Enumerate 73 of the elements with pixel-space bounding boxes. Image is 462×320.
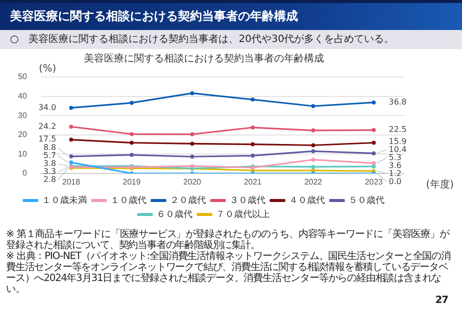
data-label: 8.8 [43,143,56,152]
point [372,164,376,168]
data-label: 22.5 [388,125,407,134]
point [311,149,316,154]
data-label: 34.0 [38,102,56,112]
text: ※ 出典：PIO-NET（パイオネット:全国消費生活情報ネットワークシステム。国民生活センターと全国の消費生活センター等をオンラインネットワークで結び、消費生活に関する相談情報を蓄積しているデータベース）へ2024年3月31日までに登録された相談データ。消費生活センター等からの経由相談は含まれない。 [6,251,452,295]
data-label: 17.5 [38,134,56,144]
legend-label: １０歳未満 [42,194,87,206]
data-label: 15.9 [388,136,407,146]
legend-label: ４０歳代 [289,194,325,206]
y-axis-title: (%) [38,64,56,75]
data-label: 3.3 [43,167,56,176]
text: 27 [434,295,449,306]
point [250,142,255,146]
data-label: 3.6 [388,160,402,170]
legend-label: １０歳代 [110,194,146,206]
point [372,140,376,145]
point [250,98,255,102]
point [190,142,194,146]
chart-title: 美容医療に関する相談における契約当事者の年齢構成 [84,52,324,65]
x-tick-label: 2022 [304,177,323,186]
chart-subtitle: ○ 美容医療に関する相談における契約当事者は、20代や30代が多くを占めている。 [0,30,462,49]
point [372,151,376,156]
point [311,143,316,148]
y-tick-label: 50 [18,72,28,82]
y-tick-label: 30 [18,110,28,120]
point [311,104,316,108]
point [250,126,255,130]
data-label: 5.7 [43,151,56,160]
point [372,100,376,104]
point [250,154,255,158]
data-label: 2.8 [43,175,56,184]
y-tick-label: 40 [18,91,28,100]
data-label: 1.2 [388,168,402,178]
x-tick-label: 2023 [364,177,384,186]
legend-label: ７０歳代以上 [216,208,270,220]
x-tick-label: 2019 [122,177,142,186]
point [190,154,194,159]
data-label: 36.8 [388,98,407,107]
point [190,132,194,136]
text: 美容医療に関する相談における契約当事者の年齢構成 [0,0,462,30]
point [311,128,316,132]
legend-label: ２０歳代 [170,194,206,206]
point [130,132,134,136]
x-tick-label: 2020 [183,177,202,186]
point [130,140,134,145]
point [311,164,316,169]
point [69,106,74,110]
point [130,100,134,105]
text: ※ 第１商品キーワードに「医療サービス」が登録されたもののうち、内容等キーワードに「美容医療」が登録された相談について、契約当事者の年齢階級別に集計。 [6,229,450,251]
legend-label: ６０歳代 [156,208,192,220]
point [69,124,74,129]
data-label: 24.2 [38,122,56,131]
legend-label: ５０歳代 [348,194,384,206]
x-axis-title: (年度) [426,178,454,191]
point [69,154,74,158]
point [69,138,74,142]
data-label: 0.0 [388,176,402,186]
point [130,152,134,157]
point [311,158,316,162]
legend-label: ３０歳代 [230,194,266,206]
point [69,160,74,164]
data-label: 10.4 [388,144,407,154]
point [190,91,194,96]
data-label: 5.3 [388,152,402,162]
point [372,128,376,132]
x-tick-label: 2021 [244,177,262,186]
data-label: 3.8 [43,159,56,168]
y-tick-label: 20 [18,130,28,140]
x-tick-label: 2018 [62,177,81,186]
y-tick-label: 10 [18,149,28,158]
point [372,161,376,166]
y-tick-label: 0 [22,168,28,178]
